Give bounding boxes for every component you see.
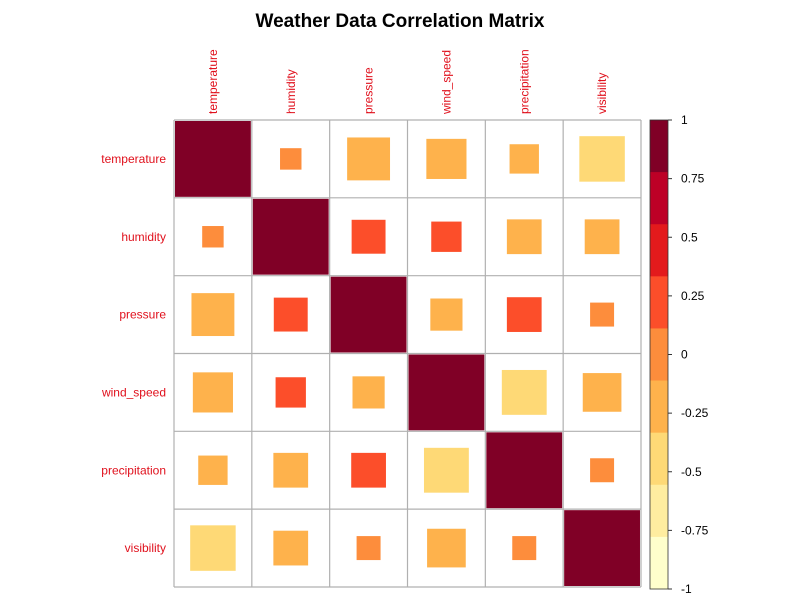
row-label: precipitation	[101, 463, 166, 477]
cell-temperature-precipitation	[509, 144, 539, 174]
colorbar-tick-label: 0	[681, 348, 688, 362]
colorbar-segment	[650, 224, 668, 277]
cell-pressure-wind_speed	[430, 298, 463, 331]
cell-precipitation-precipitation	[486, 432, 563, 509]
row-label: wind_speed	[101, 385, 166, 399]
cell-humidity-wind_speed	[431, 221, 462, 252]
cell-humidity-visibility	[584, 219, 620, 255]
cell-wind_speed-humidity	[275, 377, 306, 408]
cell-wind_speed-visibility	[582, 373, 622, 412]
colorbar: 1 0.75 0.5 0.25 0 -0.25 -0.5 -0.75 -1	[649, 113, 709, 596]
cell-pressure-temperature	[191, 293, 235, 337]
colorbar-tick-label: 0.25	[681, 289, 705, 303]
row-labels: temperature humidity pressure wind_speedpre…	[101, 152, 166, 555]
column-labels: temperature humidity pressure wind_speed pre…	[206, 49, 609, 115]
colorbar-segment	[650, 380, 668, 434]
column-label: temperature	[206, 49, 220, 114]
cell-wind_speed-wind_speed	[408, 354, 485, 431]
column-label: wind_speed	[439, 50, 453, 115]
cell-precipitation-wind_speed	[423, 447, 469, 493]
colorbar-segment	[650, 536, 668, 590]
cell-wind_speed-temperature	[192, 372, 233, 413]
colorbar-segment	[650, 120, 668, 173]
colorbar-tick-label: -1	[681, 582, 692, 596]
row-label: visibility	[125, 541, 166, 555]
column-label: pressure	[362, 67, 376, 114]
row-label: humidity	[121, 230, 166, 244]
colorbar-segment	[650, 432, 668, 486]
row-label: temperature	[101, 152, 166, 166]
column-label: precipitation	[517, 49, 531, 114]
cell-wind_speed-precipitation	[501, 369, 547, 415]
cell-visibility-precipitation	[512, 536, 537, 561]
colorbar-tick-label: -0.75	[681, 523, 709, 537]
cell-temperature-humidity	[280, 148, 302, 170]
cell-precipitation-temperature	[198, 455, 228, 485]
cell-pressure-visibility	[590, 302, 615, 327]
cell-precipitation-humidity	[273, 452, 309, 488]
cell-temperature-pressure	[347, 137, 391, 181]
cell-visibility-humidity	[273, 530, 309, 566]
colorbar-tick-label: 0.5	[681, 230, 698, 244]
cell-temperature-wind_speed	[426, 138, 467, 179]
cell-visibility-temperature	[190, 525, 236, 571]
colorbar-segment	[650, 484, 668, 538]
cell-temperature-temperature	[175, 121, 251, 197]
cell-visibility-pressure	[356, 536, 381, 561]
cell-visibility-visibility	[564, 510, 640, 586]
colorbar-segment	[650, 276, 668, 329]
cell-humidity-pressure	[351, 219, 386, 254]
colorbar-segment	[650, 328, 668, 382]
cell-precipitation-pressure	[351, 452, 386, 488]
cell-wind_speed-pressure	[352, 376, 385, 409]
cell-pressure-precipitation	[506, 297, 542, 332]
matrix-cells	[175, 121, 640, 586]
column-label: humidity	[284, 69, 298, 114]
colorbar-tick-label: -0.5	[681, 465, 702, 479]
colorbar-tick-label: 0.75	[681, 172, 705, 186]
cell-temperature-visibility	[579, 136, 625, 182]
colorbar-segment	[650, 172, 668, 225]
colorbar-tick-label: 1	[681, 113, 688, 127]
matrix-grid	[173, 119, 642, 588]
chart-title: Weather Data Correlation Matrix	[256, 11, 545, 32]
cell-humidity-humidity	[252, 198, 329, 275]
cell-humidity-precipitation	[506, 219, 542, 255]
cell-pressure-pressure	[330, 276, 407, 353]
cell-humidity-temperature	[202, 226, 224, 248]
colorbar-tick-label: -0.25	[681, 406, 709, 420]
column-label: visibility	[595, 73, 609, 114]
cell-precipitation-visibility	[590, 458, 615, 483]
cell-visibility-wind_speed	[427, 528, 466, 568]
cell-pressure-humidity	[273, 297, 308, 332]
row-label: pressure	[119, 308, 166, 322]
